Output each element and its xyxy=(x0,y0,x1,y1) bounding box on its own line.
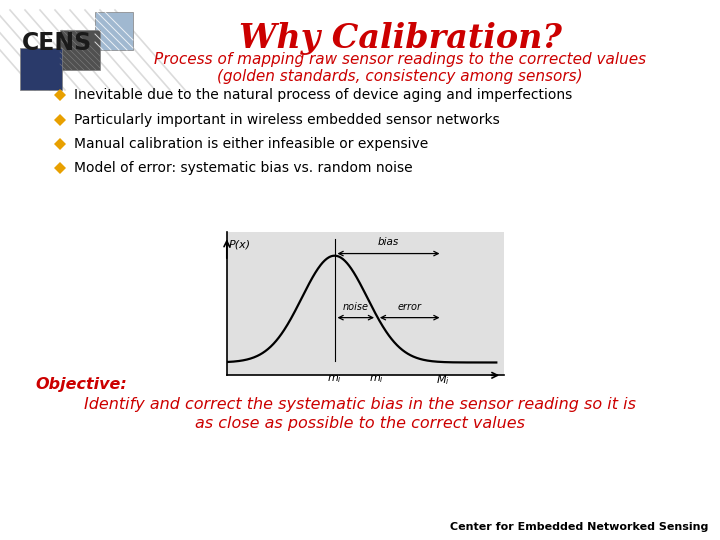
Text: $m_i$: $m_i$ xyxy=(327,373,342,385)
Text: Identify and correct the systematic bias in the sensor reading so it is: Identify and correct the systematic bias… xyxy=(84,397,636,412)
Text: error: error xyxy=(397,302,422,312)
Text: (golden standards, consistency among sensors): (golden standards, consistency among sen… xyxy=(217,69,582,84)
Text: noise: noise xyxy=(343,302,369,312)
Text: Center for Embedded Networked Sensing: Center for Embedded Networked Sensing xyxy=(449,522,708,532)
Text: CENS: CENS xyxy=(22,31,92,55)
Text: Model of error: systematic bias vs. random noise: Model of error: systematic bias vs. rand… xyxy=(74,161,413,175)
Text: Particularly important in wireless embedded sensor networks: Particularly important in wireless embed… xyxy=(74,113,500,127)
Text: Inevitable due to the natural process of device aging and imperfections: Inevitable due to the natural process of… xyxy=(74,88,572,102)
Bar xyxy=(20,48,62,90)
Text: $M_i$: $M_i$ xyxy=(436,373,449,387)
Text: Manual calibration is either infeasible or expensive: Manual calibration is either infeasible … xyxy=(74,137,428,151)
Text: bias: bias xyxy=(378,237,399,247)
Text: as close as possible to the correct values: as close as possible to the correct valu… xyxy=(195,416,525,431)
Text: $m_i$: $m_i$ xyxy=(369,373,384,385)
Text: Process of mapping raw sensor readings to the corrected values: Process of mapping raw sensor readings t… xyxy=(154,52,646,67)
Bar xyxy=(95,12,133,50)
Text: Objective:: Objective: xyxy=(35,377,127,392)
Text: Why Calibration?: Why Calibration? xyxy=(238,22,562,55)
Bar xyxy=(60,30,100,70)
Text: P(x): P(x) xyxy=(229,240,251,249)
